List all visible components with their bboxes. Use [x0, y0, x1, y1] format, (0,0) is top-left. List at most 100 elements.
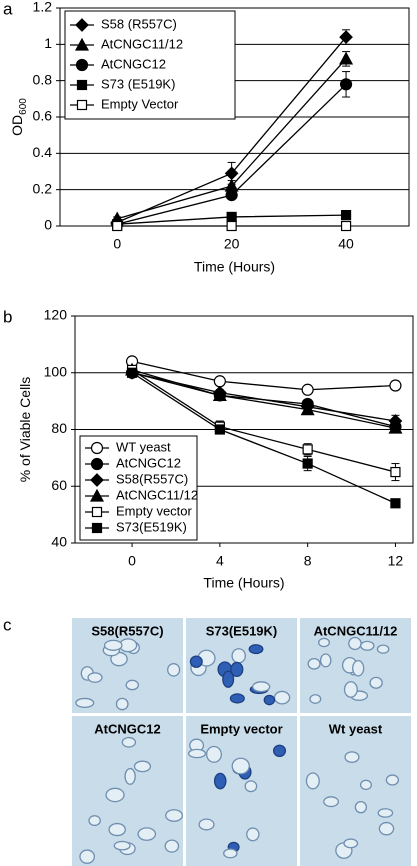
marker — [226, 220, 237, 232]
marker — [76, 79, 88, 91]
cell — [213, 772, 227, 790]
cell — [113, 840, 131, 851]
cell — [359, 779, 372, 791]
panel-label: b — [3, 307, 12, 326]
cell — [252, 681, 271, 693]
legend-label: AtCNGC11/12 — [116, 487, 198, 502]
cell — [263, 694, 276, 706]
cell — [319, 653, 332, 668]
legend-label: Empty vector — [116, 503, 193, 518]
x-tick-label: 0 — [128, 553, 136, 569]
y-axis-title-main: % of Viable Cells — [17, 377, 33, 483]
marker — [390, 498, 401, 509]
cell — [167, 663, 181, 677]
y-axis-title-sub: 600 — [18, 98, 29, 115]
marker — [76, 99, 88, 111]
cell — [108, 822, 126, 837]
cell — [376, 644, 390, 654]
legend-label: AtCNGC12 — [101, 56, 166, 71]
cell — [343, 838, 359, 849]
marker — [388, 420, 403, 434]
cell — [231, 648, 246, 664]
marker — [390, 466, 401, 478]
micrograph: Empty vector — [186, 716, 297, 866]
y-tick-label: 1 — [44, 35, 52, 51]
legend-label: AtCNGC12 — [116, 455, 181, 470]
x-axis-title: Time (Hours) — [194, 259, 275, 275]
marker — [213, 375, 226, 388]
cell — [354, 800, 368, 814]
y-tick-label: 40 — [51, 534, 67, 550]
y-tick-label: 120 — [44, 307, 68, 323]
micrograph: S58(R557C) — [72, 618, 183, 713]
x-tick-label: 4 — [216, 553, 224, 569]
micrograph-label: S58(R557C) — [91, 623, 163, 638]
cell — [125, 679, 140, 691]
marker — [214, 424, 225, 435]
cell — [305, 772, 320, 790]
y-axis-title: % of Viable Cells — [17, 377, 33, 483]
marker — [301, 383, 314, 396]
cell — [223, 848, 238, 859]
cell — [230, 661, 244, 678]
legend-label: AtCNGC11/12 — [101, 36, 183, 51]
micrograph-label: Empty vector — [200, 721, 282, 736]
x-axis-title: Time (Hours) — [203, 575, 284, 591]
cell — [115, 697, 129, 711]
legend: WT yeastAtCNGC12S58(R557C)AtCNGC11/12Emp… — [79, 435, 198, 541]
marker — [300, 402, 315, 416]
cell — [307, 657, 321, 670]
y-tick-label: 0.6 — [33, 108, 53, 124]
micrograph-bg — [72, 618, 183, 713]
series-line — [131, 360, 396, 391]
y-tick-label: 0.4 — [33, 144, 53, 160]
cell — [378, 821, 395, 836]
cell — [133, 760, 152, 773]
legend-label: S73(E519K) — [116, 519, 187, 534]
legend-label: S58 (R557C) — [101, 16, 177, 31]
marker — [91, 522, 103, 534]
cell — [352, 659, 365, 677]
series-line — [131, 372, 396, 504]
cell — [189, 655, 203, 668]
x-tick-label: 40 — [338, 236, 354, 252]
chart: a 0 0.2 0.4 0.6 0.8 1 1.2 0 20 40 Time (Hours) OD600… — [3, 0, 410, 275]
x-tick-label: 20 — [224, 236, 240, 252]
x-tick-label: 0 — [113, 236, 121, 252]
cell — [88, 815, 101, 827]
cell — [246, 827, 260, 842]
legend: S58 (R557C) AtCNGC11/12 AtCNGC12 S73 (E519K… — [64, 10, 236, 120]
micrograph-bg — [186, 716, 297, 866]
cell — [385, 774, 400, 786]
panel-label: a — [3, 0, 13, 18]
marker — [225, 189, 238, 202]
marker — [339, 51, 354, 65]
y-tick-label: 0.2 — [33, 180, 53, 196]
cell — [369, 676, 383, 689]
marker — [90, 473, 104, 487]
series-line — [131, 372, 396, 422]
cell — [205, 745, 223, 763]
marker — [90, 457, 104, 471]
series-line — [131, 369, 396, 429]
cell — [318, 637, 331, 648]
marker — [340, 220, 352, 232]
cell — [323, 796, 339, 808]
cell — [79, 849, 96, 864]
x-tick-label: 8 — [304, 553, 312, 569]
marker — [126, 367, 138, 378]
series-line — [131, 369, 396, 473]
marker — [389, 379, 402, 392]
marker — [212, 388, 227, 402]
micrograph-label: S73(E519K) — [206, 623, 278, 638]
y-axis-title-main: OD — [9, 115, 25, 136]
cell — [244, 780, 258, 793]
cell — [222, 670, 235, 688]
micrograph-label: AtCNGC12 — [94, 721, 160, 736]
marker — [302, 458, 313, 469]
cell — [348, 636, 362, 651]
cell — [248, 644, 264, 655]
cell — [198, 818, 215, 831]
micrograph-label: Wt yeast — [329, 721, 383, 736]
